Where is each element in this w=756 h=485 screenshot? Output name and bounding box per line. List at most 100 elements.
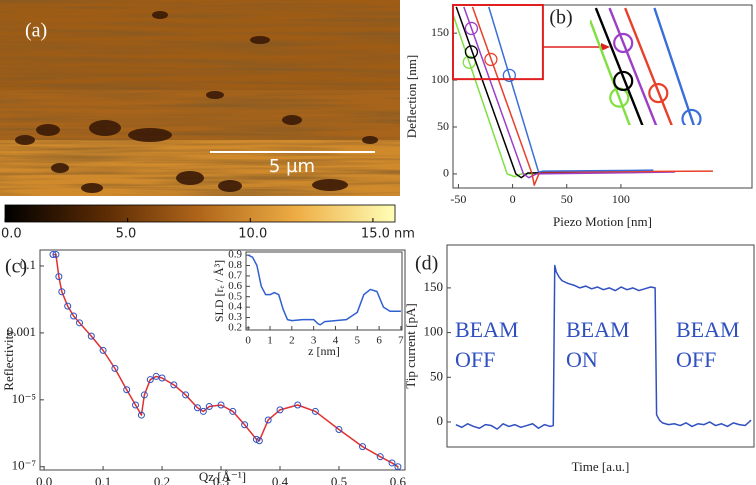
data-point — [158, 374, 166, 382]
x-tick-label: 0 — [510, 192, 516, 206]
marker — [613, 32, 634, 54]
marker — [484, 52, 498, 67]
y-tick-label: 10⁻⁵ — [12, 391, 36, 406]
x-tick-label: 5 — [355, 335, 361, 347]
y-tick-label: 100 — [424, 324, 444, 339]
data-point — [52, 251, 60, 259]
data-line — [488, 6, 654, 173]
annotation: BEAM — [566, 317, 630, 342]
plot-frame — [245, 251, 403, 331]
y-tick-label: 0.7 — [228, 269, 242, 281]
x-axis-label: Qz [Å⁻¹] — [199, 469, 246, 484]
data-point — [205, 403, 213, 411]
y-tick-label: 0.5 — [228, 290, 242, 302]
x-tick-label: 7 — [398, 335, 404, 347]
x-tick-label: 0.6 — [390, 474, 407, 485]
data-point — [111, 364, 119, 372]
data-point — [217, 401, 225, 409]
data-point — [255, 437, 263, 445]
data-point — [64, 302, 72, 310]
y-tick-label: 10⁻⁷ — [12, 458, 36, 473]
y-tick-label: 150 — [424, 279, 444, 294]
data-point — [335, 425, 343, 433]
y-axis-label: Tip current [pA] — [403, 303, 418, 388]
x-tick-label: 0.2 — [154, 474, 170, 485]
data-line — [455, 264, 752, 430]
x-tick-label: 4 — [333, 335, 339, 347]
data-point — [99, 346, 107, 354]
x-axis-label: Piezo Motion [nm] — [553, 214, 652, 229]
marker — [648, 83, 669, 104]
x-tick-label: 0 — [245, 335, 251, 347]
x-axis-label: z [nm] — [308, 344, 340, 358]
x-tick-label: 3 — [311, 335, 317, 347]
data-point — [137, 411, 145, 419]
annotations: BEAM OFF BEAM ON BEAM OFF — [455, 317, 740, 372]
y-tick-label: 0.3 — [228, 311, 242, 323]
x-tick-label: 1 — [267, 335, 273, 347]
colorbar-tick-label: 10.0 — [238, 227, 267, 242]
x-axis-label: Time [a.u.] — [572, 459, 630, 474]
data-point — [199, 407, 207, 415]
y-tick-label: 0 — [437, 413, 444, 428]
plot-frame — [39, 249, 406, 471]
colorbar-tick-label: 5.0 — [116, 227, 137, 242]
data-point — [359, 443, 367, 451]
marker — [681, 108, 702, 125]
data-point — [294, 401, 302, 409]
colorbar — [4, 204, 396, 223]
x-tick-label: 0.3 — [213, 474, 229, 485]
plot-area — [455, 264, 752, 430]
panel-label: (c) — [5, 256, 27, 278]
data-point — [146, 376, 154, 384]
y-tick-label: 50 — [437, 119, 449, 133]
data-point — [170, 381, 178, 389]
data-line — [590, 19, 631, 125]
annotation: ON — [566, 347, 598, 372]
data-point — [394, 463, 402, 470]
data-line — [653, 7, 695, 125]
y-tick-label: 0.6 — [228, 280, 242, 292]
panel-label: (d) — [415, 253, 438, 275]
data-point — [311, 407, 319, 415]
colorbar-tick-label: 15.0 nm — [361, 227, 415, 242]
annotation: OFF — [676, 347, 716, 372]
data-line — [247, 254, 401, 326]
x-tick-label: 50 — [561, 192, 573, 206]
panel-label: (b) — [549, 7, 572, 29]
data-point — [87, 332, 95, 340]
data-point — [193, 404, 201, 412]
data-line — [594, 7, 644, 125]
data-point — [376, 453, 384, 461]
data-point — [123, 386, 131, 394]
marker — [464, 21, 479, 36]
y-tick-label: 0.2 — [228, 321, 242, 333]
plot-frame — [446, 244, 755, 448]
plot-frame — [452, 4, 753, 189]
data-line — [624, 7, 673, 125]
zoom-box — [452, 4, 544, 81]
data-point — [140, 391, 148, 399]
colorbar-tick-label: 0.0 — [1, 227, 22, 242]
x-tick-label: 0.1 — [95, 474, 111, 485]
y-tick-label: 150 — [431, 25, 449, 39]
data-line — [471, 6, 714, 186]
y-tick-label: 0.001 — [7, 324, 36, 339]
label-bg — [547, 6, 575, 30]
data-point — [229, 407, 237, 415]
y-tick-label: 0 — [443, 166, 449, 180]
scale-bar-label: 5 µm — [269, 156, 315, 177]
plot-area — [453, 6, 714, 186]
panel-label: (a) — [25, 20, 47, 42]
y-axis-label: Deflection [nm] — [404, 55, 419, 138]
marker — [464, 45, 479, 59]
data-point — [132, 401, 140, 409]
x-tick-label: 0.4 — [272, 474, 289, 485]
data-point — [276, 406, 284, 414]
y-tick-label: 0.9 — [228, 249, 242, 261]
y-axis-label: SLD [rₑ / Å³] — [212, 260, 226, 322]
x-tick-label: 100 — [612, 192, 630, 206]
marker — [613, 70, 634, 92]
annotation: OFF — [455, 347, 495, 372]
x-tick-label: 6 — [376, 335, 382, 347]
